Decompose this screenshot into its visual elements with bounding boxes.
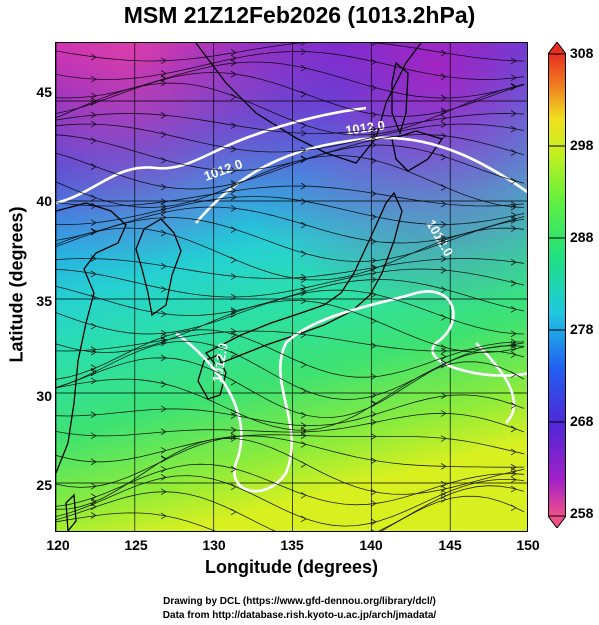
colorbar-tick-label: 288 bbox=[570, 229, 594, 245]
credit-line-data: Data from http://database.rish.kyoto-u.a… bbox=[162, 610, 437, 621]
isobar-line bbox=[195, 136, 527, 224]
map-gridlines bbox=[56, 43, 527, 531]
taiwan-coastline bbox=[65, 493, 77, 531]
colorbar-tick-label: 298 bbox=[570, 137, 594, 153]
y-tick-label: 45 bbox=[36, 84, 52, 100]
coastlines bbox=[56, 43, 444, 531]
x-tick-label: 125 bbox=[124, 537, 148, 553]
y-tick-label: 40 bbox=[36, 193, 52, 209]
x-axis-label: Longitude (degrees) bbox=[204, 557, 378, 577]
temperature-streamline-map: 1012.0 1012.0 1012.0 1012.0 bbox=[56, 43, 527, 531]
china-coastline bbox=[56, 202, 127, 474]
japan-kyushu-coastline bbox=[197, 354, 227, 400]
russia-coastline bbox=[195, 43, 422, 164]
x-tick-label: 150 bbox=[516, 537, 540, 553]
colorbar-tick-label: 258 bbox=[570, 505, 594, 521]
x-tick-label: 145 bbox=[438, 537, 462, 553]
sakhalin-coastline bbox=[391, 61, 409, 135]
colorbar-tick-label: 268 bbox=[570, 413, 594, 429]
map-panel: 1012.0 1012.0 1012.0 1012.0 bbox=[55, 42, 528, 532]
isobar-label: 1012.0 bbox=[344, 118, 385, 138]
isobar-label: 1012.0 bbox=[209, 342, 231, 384]
x-tick-label: 120 bbox=[46, 537, 70, 553]
isobar-line bbox=[175, 290, 527, 493]
wind-streamlines bbox=[56, 43, 525, 531]
colorbar-body bbox=[548, 53, 566, 517]
colorbar-top-triangle bbox=[548, 42, 566, 55]
colorbar-tick-label: 278 bbox=[570, 321, 594, 337]
credits: Drawing by DCL (https://www.gfd-dennou.o… bbox=[0, 595, 599, 623]
colorbar-bottom-triangle bbox=[548, 515, 566, 528]
hokkaido-coastline bbox=[391, 130, 444, 172]
y-tick-label: 35 bbox=[36, 293, 52, 309]
colorbar bbox=[548, 42, 566, 528]
y-tick-label: 30 bbox=[36, 388, 52, 404]
y-axis-label: Latitude (degrees) bbox=[6, 206, 27, 363]
colorbar-tick-label: 308 bbox=[570, 45, 594, 61]
x-tick-label: 140 bbox=[359, 537, 383, 553]
chart-title: MSM 21Z12Feb2026 (1013.2hPa) bbox=[123, 2, 476, 28]
credit-line-drawing: Drawing by DCL (https://www.gfd-dennou.o… bbox=[163, 596, 436, 607]
isobar-line bbox=[56, 106, 367, 205]
y-tick-label: 25 bbox=[36, 477, 52, 493]
japan-honshu-coastline bbox=[204, 191, 403, 366]
x-tick-label: 130 bbox=[202, 537, 226, 553]
x-tick-label: 135 bbox=[280, 537, 304, 553]
